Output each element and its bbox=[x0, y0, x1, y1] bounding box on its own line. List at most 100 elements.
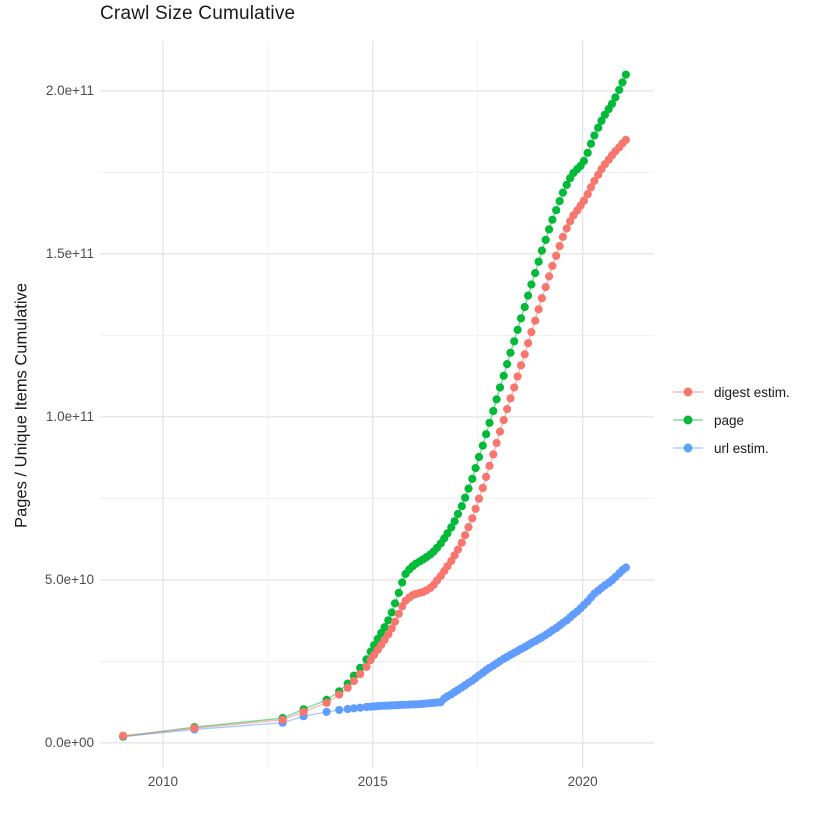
legend-item-url-estim: url estim. bbox=[672, 434, 790, 462]
legend-label-url-estim: url estim. bbox=[714, 440, 769, 456]
series-point-page bbox=[461, 493, 470, 502]
series-point-digest-estim bbox=[541, 283, 550, 292]
series-point-page bbox=[474, 452, 484, 462]
series-point-page bbox=[485, 418, 494, 427]
series-point-digest-estim bbox=[471, 504, 480, 513]
series-point-page bbox=[615, 85, 624, 94]
series-point-digest-estim bbox=[537, 294, 546, 303]
series-point-page bbox=[471, 464, 480, 473]
plot-panel bbox=[100, 41, 654, 773]
series-point-digest-estim bbox=[349, 676, 358, 686]
series-point-digest-estim bbox=[506, 394, 515, 403]
series-point-digest-estim bbox=[590, 176, 599, 185]
series-point-digest-estim bbox=[482, 472, 491, 481]
series-point-page bbox=[380, 623, 389, 632]
series-point-digest-estim bbox=[555, 242, 564, 251]
series-point-digest-estim bbox=[492, 438, 501, 448]
legend-key-page-icon bbox=[673, 415, 703, 425]
y-tick-label-1.0e+11: 1.0e+11 bbox=[45, 408, 94, 424]
series-point-digest-estim bbox=[464, 523, 473, 532]
series-point-page bbox=[607, 99, 617, 108]
series-point-page bbox=[611, 93, 620, 102]
series-point-digest-estim bbox=[299, 707, 308, 717]
series-point-digest-estim bbox=[520, 350, 529, 359]
series-point-url-estim bbox=[322, 707, 331, 717]
series-point-page bbox=[447, 523, 456, 532]
series-point-page bbox=[558, 188, 567, 197]
series-point-page bbox=[464, 484, 473, 493]
series-point-digest-estim bbox=[562, 224, 571, 233]
series-point-page bbox=[594, 123, 603, 132]
series-point-page bbox=[503, 360, 512, 369]
series-point-page bbox=[562, 180, 571, 189]
x-tick-label-2010: 2010 bbox=[147, 774, 178, 789]
series-point-digest-estim bbox=[527, 328, 536, 337]
series-point-page bbox=[453, 509, 463, 519]
legend-key-url-icon bbox=[673, 443, 703, 453]
series-point-page bbox=[534, 257, 543, 266]
series-point-page bbox=[468, 474, 477, 483]
series-point-digest-estim bbox=[621, 135, 631, 144]
series-point-digest-estim bbox=[390, 617, 400, 626]
series-point-page bbox=[621, 70, 631, 79]
series-point-url-estim bbox=[335, 705, 344, 715]
series-point-digest-estim bbox=[278, 715, 287, 724]
series-point-digest-estim bbox=[524, 339, 533, 348]
series-point-digest-estim bbox=[119, 731, 128, 740]
series-point-page bbox=[356, 663, 365, 673]
series-point-page bbox=[478, 441, 487, 450]
series-point-page bbox=[510, 337, 519, 346]
series-point-digest-estim bbox=[545, 272, 554, 281]
series-point-digest-estim bbox=[583, 190, 592, 199]
series-point-digest-estim bbox=[552, 251, 561, 260]
series-point-digest-estim bbox=[548, 261, 557, 270]
series-point-page bbox=[541, 235, 550, 244]
series-point-page bbox=[590, 131, 599, 140]
series-point-page bbox=[579, 156, 588, 166]
series-point-digest-estim bbox=[343, 683, 352, 692]
series-point-digest-estim bbox=[499, 416, 508, 425]
series-point-page bbox=[384, 616, 393, 625]
plot-area bbox=[100, 41, 654, 768]
series-point-page bbox=[527, 280, 536, 289]
series-point-digest-estim bbox=[335, 690, 344, 699]
series-point-page bbox=[492, 395, 501, 404]
series-point-digest-estim bbox=[534, 305, 543, 314]
series-point-digest-estim bbox=[531, 316, 540, 325]
series-point-page bbox=[520, 302, 529, 312]
series-point-digest-estim bbox=[489, 450, 498, 459]
series-point-page bbox=[482, 430, 491, 439]
y-tick-label-1.5e+11: 1.5e+11 bbox=[45, 245, 94, 261]
series-point-digest-estim bbox=[461, 531, 470, 540]
series-point-digest-estim bbox=[474, 494, 484, 503]
series-point-page bbox=[394, 588, 403, 598]
series-point-digest-estim bbox=[468, 514, 477, 523]
series-point-page bbox=[552, 206, 561, 215]
legend-key-digest-icon bbox=[673, 387, 703, 397]
series-point-url-estim bbox=[356, 703, 365, 712]
series-point-digest-estim bbox=[453, 545, 463, 554]
series-point-page bbox=[531, 269, 540, 278]
series-point-page bbox=[618, 78, 627, 87]
series-point-digest-estim bbox=[516, 361, 526, 370]
series-point-digest-estim bbox=[394, 609, 403, 618]
series-point-digest-estim bbox=[322, 698, 331, 707]
series-point-page bbox=[586, 139, 596, 148]
x-tick-label-2020: 2020 bbox=[567, 774, 598, 789]
series-point-digest-estim bbox=[356, 670, 365, 679]
series-point-digest-estim bbox=[478, 483, 487, 493]
series-point-page bbox=[545, 225, 554, 234]
legend: digest estim. page url estim. bbox=[672, 378, 790, 462]
series-point-page bbox=[524, 291, 533, 300]
series-point-digest-estim bbox=[503, 405, 512, 414]
series-point-digest-estim bbox=[495, 427, 505, 436]
series-point-page bbox=[555, 197, 564, 206]
series-point-page bbox=[583, 148, 592, 157]
series-point-page bbox=[387, 608, 396, 617]
series-point-url-estim bbox=[621, 563, 631, 572]
legend-item-page: page bbox=[672, 406, 790, 434]
series-point-digest-estim bbox=[558, 232, 567, 241]
y-tick-label-2.0e+11: 2.0e+11 bbox=[45, 82, 94, 98]
series-point-url-estim bbox=[343, 704, 352, 714]
